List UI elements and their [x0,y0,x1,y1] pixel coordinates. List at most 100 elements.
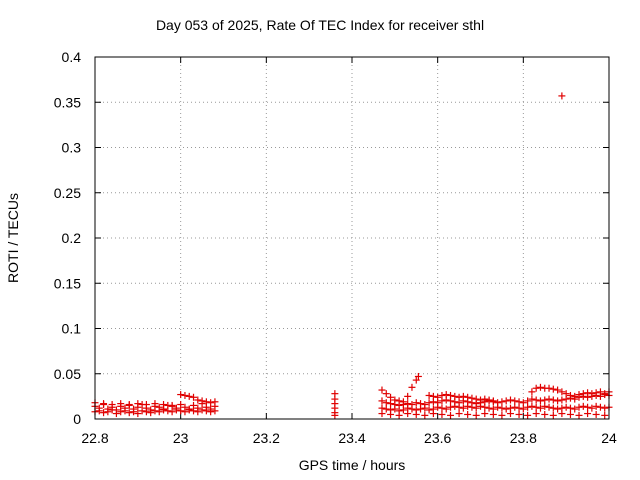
data-point [190,407,198,415]
data-point [592,402,600,410]
data-point [177,391,185,399]
data-point [588,404,596,412]
data-point [464,410,472,418]
data-point [592,410,600,418]
data-point [485,396,493,404]
data-point [177,401,185,409]
y-tick-label: 0.3 [62,140,82,156]
data-point [541,410,549,418]
data-point [177,407,185,415]
data-point [477,396,484,404]
data-point [532,396,540,404]
data-point [562,403,570,411]
data-point [207,399,215,407]
data-point [515,404,523,412]
data-point [472,411,480,419]
data-point [378,386,386,394]
data-point [575,411,583,419]
data-point [549,396,557,404]
y-tick-label: 0.05 [54,366,81,382]
data-point [151,400,159,408]
data-point [566,404,574,412]
data-point [468,403,476,411]
y-tick-label: 0 [73,411,81,427]
data-point [104,408,112,416]
data-point [125,409,133,417]
data-point [545,384,553,392]
data-point [207,408,215,416]
data-point [194,408,202,416]
data-point [142,408,150,416]
data-point [155,408,163,416]
data-point [498,404,506,412]
data-point [489,410,497,418]
data-point [442,405,450,413]
data-point [571,392,579,400]
data-point [536,404,544,412]
data-point [584,403,592,411]
data-point [417,405,425,413]
data-point [592,389,600,397]
data-point [185,406,193,414]
data-point [536,383,544,391]
y-tick-label: 0.2 [62,230,82,246]
data-point [429,392,437,400]
data-point [575,403,583,411]
data-point [434,393,442,401]
data-point [541,402,549,410]
data-point [554,386,562,394]
data-point [112,410,120,418]
data-point [519,399,527,407]
data-point [387,400,395,408]
data-point [404,392,412,400]
data-point [579,390,587,398]
data-point [134,400,142,408]
data-point [472,395,480,403]
data-point [524,403,532,411]
data-point [451,392,459,400]
data-point [138,407,146,415]
data-point [558,92,566,100]
data-point [515,410,523,418]
data-point [378,397,386,405]
data-point [558,410,566,418]
data-point [108,401,116,409]
data-point [506,396,514,404]
data-point [130,408,138,416]
data-point [481,410,489,418]
data-point [147,409,155,417]
data-point [554,405,562,413]
data-point [528,388,536,396]
data-point [100,400,108,408]
data-point [558,396,566,404]
data-point [532,403,540,411]
data-point [519,405,527,413]
data-point [588,390,596,398]
data-point [498,398,506,406]
data-point [117,400,125,408]
data-point [447,411,455,419]
data-point [584,410,592,418]
data-point [532,410,540,418]
data-point [117,408,125,416]
data-point [549,411,557,419]
data-point [151,407,159,415]
data-point [502,405,510,413]
data-point [451,402,459,410]
data-point [494,403,502,411]
data-point [549,385,557,393]
data-point [549,404,557,412]
data-point [382,405,390,413]
data-point [532,384,540,392]
data-point [485,404,493,412]
data-point [481,403,489,411]
data-point [421,411,429,419]
data-point [477,402,484,410]
data-point [168,408,176,416]
data-point [429,410,437,418]
grid-lines [95,57,609,419]
chart-title: Day 053 of 2025, Rate Of TEC Index for r… [155,17,485,33]
x-axis-label: GPS time / hours [298,457,406,473]
data-point [425,406,433,414]
data-point [596,388,604,396]
